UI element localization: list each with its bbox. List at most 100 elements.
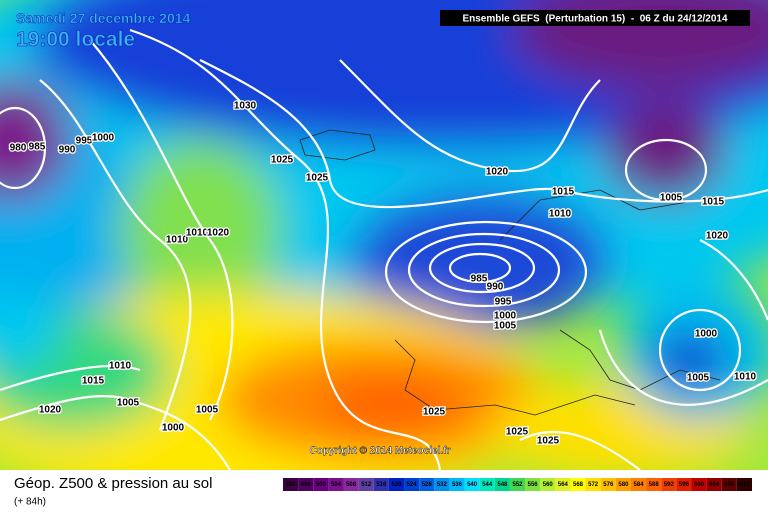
isobar-label: 1005 (117, 398, 140, 409)
scale-swatch (298, 478, 314, 491)
scale-swatch (630, 478, 647, 491)
isobar-label: 990 (487, 282, 504, 293)
scale-swatch (736, 478, 752, 491)
isobar-label: 985 (29, 142, 46, 153)
scale-label: 504 (331, 482, 342, 488)
scale-label: 608 (724, 482, 735, 488)
scale-swatch (540, 478, 556, 491)
color-scale: 492 496 500 504 508 512 516 520 524 528 532 536 540 5… (283, 478, 752, 491)
scale-label: 528 (422, 482, 433, 488)
scale-swatch (328, 478, 344, 491)
isobar-label: 995 (495, 297, 512, 308)
scale-swatch (661, 478, 677, 491)
isobar-label: 1025 (506, 427, 529, 438)
isobar-label: 985 (471, 274, 488, 285)
scale-label: 580 (618, 482, 629, 488)
scale-label: 552 (512, 482, 523, 488)
isobar-label: 1010 (549, 209, 572, 220)
scale-label: 496 (301, 482, 312, 488)
scale-label: 548 (497, 482, 508, 488)
scale-label: 512 (361, 482, 372, 488)
scale-swatch (509, 478, 526, 491)
isobar-label: 1025 (537, 436, 560, 447)
time: 19:00 locale (16, 28, 135, 51)
scale-label: 524 (407, 482, 418, 488)
scale-label: 536 (452, 482, 463, 488)
isobar-label: 1015 (82, 376, 105, 387)
isobar-label: 1020 (706, 231, 729, 242)
model-box (440, 10, 750, 26)
scale-label: 492 (286, 482, 297, 488)
scale-swatch (721, 478, 737, 491)
scale-swatch (555, 478, 571, 491)
lead-time: (+ 84h) (14, 497, 46, 508)
isobar-label: 995 (76, 136, 93, 147)
scale-swatch (691, 478, 707, 491)
isobar-label: 1005 (494, 321, 517, 332)
isobar-label: 1025 (271, 155, 294, 166)
isobar-label: 1000 (494, 311, 517, 322)
isobar-label: 1015 (552, 187, 575, 198)
scale-swatch (479, 478, 495, 491)
scale-swatch (373, 478, 389, 491)
legend-title: Géop. Z500 & pression au sol (14, 475, 212, 492)
isobar-label: 1015 (702, 197, 725, 208)
isobar-label: 1025 (423, 407, 446, 418)
scale-label: 568 (573, 482, 584, 488)
isobar-label: 1010 (166, 235, 189, 246)
scale-label: 520 (391, 482, 402, 488)
scale-swatch (313, 478, 329, 491)
scale-swatch (449, 478, 465, 491)
scale-label: 584 (634, 482, 645, 488)
scale-label: 508 (346, 482, 357, 488)
isobar-label: 990 (59, 145, 76, 156)
scale-swatch (283, 478, 299, 491)
scale-label: 604 (709, 482, 720, 488)
date: Samedi 27 décembre 2014 (16, 10, 191, 26)
isobar-label: 1020 (39, 405, 62, 416)
scale-label: 544 (482, 482, 493, 488)
scale-label: 576 (603, 482, 614, 488)
scale-swatch (600, 478, 616, 491)
isobar-label: 1010 (734, 372, 757, 383)
scale-swatch (646, 478, 662, 491)
isobar-label: 1030 (234, 101, 257, 112)
isobar-label: 1005 (660, 193, 683, 204)
scale-swatch (585, 478, 601, 491)
scale-swatch (706, 478, 722, 491)
scale-label: 600 (694, 482, 705, 488)
scale-swatch (464, 478, 480, 491)
scale-label: 564 (558, 482, 569, 488)
scale-swatch (343, 478, 359, 491)
scale-swatch (388, 478, 405, 491)
isobar-label: 1005 (687, 373, 710, 384)
scale-label: 596 (679, 482, 690, 488)
isobars (0, 28, 768, 470)
scale-swatch (570, 478, 586, 491)
scale-swatch (404, 478, 420, 491)
scale-label: 560 (543, 482, 554, 488)
scale-label: 588 (649, 482, 660, 488)
model: Ensemble GEFS (Perturbation 15) - 06 Z d… (462, 14, 728, 25)
isobar-label: 1025 (306, 173, 329, 184)
isobar-label: 1010 (186, 228, 209, 239)
scale-label: 556 (528, 482, 539, 488)
isobar-label: 1020 (207, 228, 230, 239)
scale-swatch (494, 478, 510, 491)
isobar-label: 1000 (695, 329, 718, 340)
isobar-label: 1000 (162, 423, 185, 434)
isobar-label: 1010 (109, 361, 132, 372)
scale-label: 572 (588, 482, 599, 488)
scale-label: 500 (316, 482, 327, 488)
scale-label: 532 (437, 482, 448, 488)
scale-label: 540 (467, 482, 478, 488)
scale-swatch (615, 478, 631, 491)
scale-swatch (676, 478, 692, 491)
scale-swatch (434, 478, 450, 491)
scale-swatch (419, 478, 435, 491)
scale-label: 592 (664, 482, 675, 488)
isobar-label: 1000 (92, 133, 115, 144)
